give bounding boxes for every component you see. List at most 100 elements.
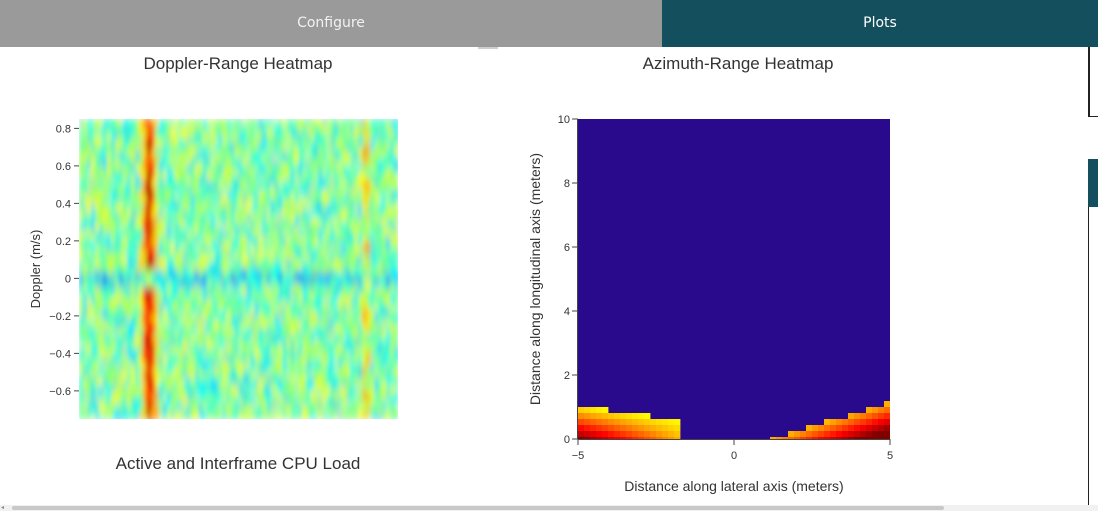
doppler-heatmap-cell	[114, 297, 120, 303]
doppler-heatmap-cell	[138, 283, 144, 289]
doppler-heatmap-cell	[222, 212, 228, 219]
doppler-heatmap-cell	[314, 372, 319, 378]
tab-plots[interactable]: Plots	[662, 0, 1098, 47]
doppler-heatmap-cell	[306, 325, 311, 331]
doppler-heatmap-cell	[326, 240, 331, 247]
doppler-heatmap-cell	[294, 287, 299, 294]
doppler-heatmap-cell	[186, 339, 192, 345]
doppler-heatmap-cell	[382, 325, 387, 331]
doppler-heatmap-cell	[278, 151, 283, 158]
doppler-heatmap-cell	[322, 259, 327, 265]
doppler-heatmap-cell	[342, 353, 347, 359]
doppler-heatmap-cell	[130, 179, 136, 186]
doppler-heatmap-cell	[330, 137, 335, 144]
doppler-heatmap-cell	[118, 240, 124, 247]
doppler-heatmap-cell	[290, 287, 295, 294]
doppler-heatmap-cell	[98, 170, 104, 176]
doppler-heatmap-cell	[222, 287, 228, 294]
doppler-heatmap-cell	[126, 184, 132, 190]
doppler-heatmap-cell	[266, 198, 271, 204]
doppler-heatmap-cell	[150, 128, 156, 134]
doppler-heatmap-cell	[182, 212, 188, 219]
doppler-heatmap-cell	[302, 226, 307, 233]
doppler-heatmap-cell	[86, 362, 92, 369]
doppler-heatmap-cell	[254, 254, 260, 261]
doppler-heatmap-cell	[242, 344, 248, 350]
doppler-heatmap-cell	[338, 283, 343, 289]
doppler-heatmap-cell	[358, 320, 363, 326]
tab-configure[interactable]: Configure	[0, 0, 662, 47]
doppler-heatmap-cell	[162, 203, 168, 209]
doppler-heatmap-cell	[94, 189, 100, 195]
doppler-heatmap-cell	[334, 170, 339, 176]
doppler-heatmap-cell	[270, 156, 275, 162]
doppler-heatmap-cell	[250, 184, 256, 190]
doppler-heatmap-cell	[318, 250, 323, 256]
doppler-heatmap-cell	[194, 208, 200, 214]
doppler-heatmap-cell	[82, 189, 88, 195]
doppler-heatmap-cell	[354, 189, 359, 195]
doppler-heatmap-cell	[370, 212, 375, 219]
doppler-heatmap-cell	[290, 250, 295, 256]
doppler-heatmap-cell	[314, 208, 319, 214]
doppler-heatmap-cell	[358, 395, 363, 401]
doppler-heatmap-cell	[302, 189, 307, 195]
doppler-heatmap-cell	[202, 306, 208, 312]
doppler-heatmap-cell	[358, 334, 363, 340]
doppler-heatmap-cell	[214, 179, 220, 186]
doppler-heatmap-cell	[306, 147, 311, 153]
doppler-heatmap-cell	[322, 147, 327, 153]
doppler-heatmap-cell	[370, 133, 375, 139]
doppler-heatmap-cell	[94, 339, 100, 345]
doppler-heatmap-cell	[166, 264, 172, 270]
doppler-heatmap-cell	[170, 395, 176, 401]
doppler-heatmap-cell	[94, 245, 100, 251]
doppler-heatmap-cell	[194, 367, 200, 373]
doppler-heatmap-cell	[242, 353, 248, 359]
doppler-heatmap-cell	[202, 362, 208, 369]
doppler-heatmap-cell	[190, 133, 196, 139]
doppler-heatmap-cell	[218, 287, 224, 294]
doppler-heatmap-cell	[214, 306, 220, 312]
doppler-heatmap-cell	[182, 198, 188, 204]
doppler-heatmap-cell	[106, 165, 112, 172]
doppler-heatmap-cell	[79, 189, 84, 195]
doppler-heatmap-cell	[174, 315, 180, 322]
doppler-heatmap-cell	[98, 273, 104, 279]
doppler-heatmap-cell	[90, 400, 96, 406]
doppler-heatmap-cell	[302, 339, 307, 345]
doppler-heatmap-cell	[302, 151, 307, 158]
doppler-heatmap-cell	[374, 147, 379, 153]
doppler-heatmap-cell	[370, 259, 375, 265]
doppler-heatmap-cell	[334, 184, 339, 190]
doppler-heatmap-cell	[354, 250, 359, 256]
doppler-heatmap-cell	[150, 194, 156, 200]
doppler-heatmap-cell	[386, 133, 391, 139]
doppler-heatmap-cell	[322, 390, 327, 397]
doppler-heatmap-cell	[186, 142, 192, 148]
doppler-heatmap-cell	[158, 133, 164, 139]
doppler-heatmap-cell	[290, 362, 295, 369]
doppler-heatmap-cell	[294, 264, 299, 270]
doppler-heatmap-cell	[270, 189, 275, 195]
doppler-heatmap-cell	[79, 142, 84, 148]
doppler-heatmap-cell	[334, 306, 339, 312]
doppler-heatmap-cell	[82, 404, 88, 411]
doppler-heatmap-cell	[318, 292, 323, 298]
doppler-heatmap-cell	[198, 367, 204, 373]
doppler-heatmap-cell	[310, 175, 315, 181]
doppler-heatmap-cell	[254, 306, 260, 312]
doppler-heatmap-cell	[86, 226, 92, 233]
doppler-heatmap-cell	[374, 334, 379, 340]
doppler-heatmap-cell	[226, 147, 232, 153]
doppler-heatmap-cell	[214, 137, 220, 144]
doppler-heatmap-cell	[130, 386, 136, 392]
doppler-heatmap-cell	[242, 151, 248, 158]
doppler-heatmap-cell	[166, 269, 172, 275]
doppler-heatmap-cell	[134, 283, 140, 289]
doppler-heatmap-cell	[174, 404, 180, 411]
doppler-heatmap-cell	[354, 269, 359, 275]
doppler-heatmap-cell	[346, 179, 351, 186]
doppler-heatmap-cell	[90, 259, 96, 265]
doppler-heatmap-cell	[146, 170, 152, 176]
